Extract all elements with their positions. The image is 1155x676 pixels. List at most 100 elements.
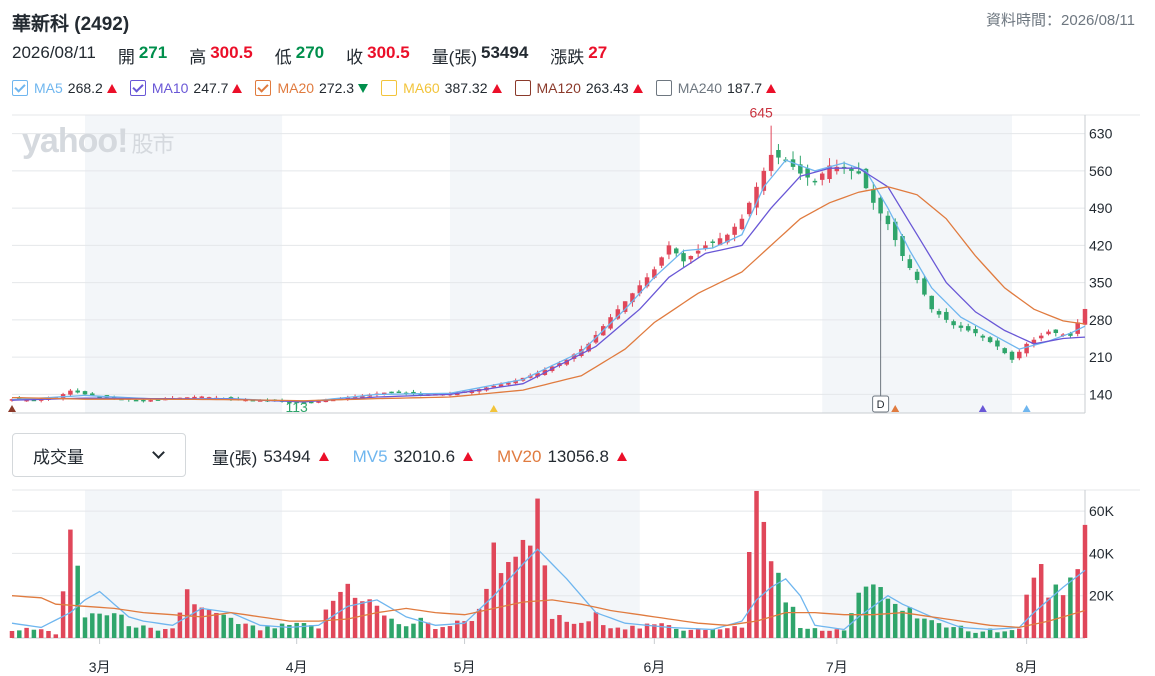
candle-body [1024,343,1029,354]
volume-bar [564,621,569,638]
volume-bar [892,603,898,638]
indicator-select[interactable]: 成交量 [12,433,186,477]
volume-bar [841,630,847,638]
candle-body [863,168,869,189]
checkbox-icon[interactable] [655,80,672,96]
volume-bar [403,626,409,638]
change-label: 漲跌 [550,48,585,67]
mv20-value: 13056.8 [547,446,609,466]
candle-body [812,180,818,183]
candle-body [68,390,73,395]
candle-body [1046,331,1051,335]
candle-body [732,226,737,235]
mv5-line [11,548,1086,631]
candle-body [615,309,621,319]
arrow-down-icon [358,83,369,93]
low-value: 270 [295,43,325,62]
candle-body [827,165,832,180]
volume-bar [732,626,737,638]
checkbox-icon[interactable] [514,80,531,96]
high-label: 高 [189,48,207,67]
candle-body [1038,335,1044,339]
volume-bar [97,613,102,638]
candle-body [184,397,190,399]
volume-bar [425,622,431,638]
volume-bar [681,630,686,638]
volume-bar [148,627,153,638]
volume-bar [38,629,44,638]
volume-bar [60,591,66,638]
candle-body [703,245,708,249]
volume-bar [345,583,351,638]
candle-body [768,154,774,171]
volume-bar [673,628,679,638]
arrow-up-icon [232,83,243,93]
volume-bar [126,626,132,638]
checkbox-checked-icon[interactable] [255,80,272,96]
volume-bar [608,628,613,638]
quote-summary: 2026/08/11 開 271 高 300.5 低 270 收 300.5 量… [12,43,611,68]
candle-body [571,354,577,359]
volume-bar [9,630,15,638]
ma-toggle-ma60[interactable]: MA60 387.32 [381,80,502,96]
candle-body [24,399,29,402]
price-tick-label: 210 [1089,349,1113,365]
ma-toggle-ma20[interactable]: MA20 272.3 [255,80,369,96]
ma-toggle-ma120[interactable]: MA120 263.43 [514,80,643,96]
candle-body [922,278,927,295]
ma-toggle-ma10[interactable]: MA10 247.7 [129,80,243,96]
candle-body [871,189,876,203]
volume-tick-label: 40K [1089,545,1115,561]
candle-body [90,393,95,396]
arrow-up-icon [318,452,329,461]
volume-bar [163,629,168,638]
checkbox-checked-icon[interactable] [129,80,146,96]
volume-bar [396,624,402,638]
checkbox-icon[interactable] [381,80,398,96]
volume-bar [484,588,489,638]
candle-body [97,396,102,398]
ma-name: MA10 [151,80,189,96]
volume-bar [221,614,226,638]
volume-bar [1046,597,1051,638]
candle-body [914,271,920,280]
event-marker-label: D [877,399,885,411]
volume-bar [652,624,657,638]
candle-body [141,399,146,402]
ma-name: MA60 [403,80,440,96]
candle-body [506,382,511,385]
candle-body [75,390,80,393]
volume-bar [710,628,715,638]
volume-bar [374,605,380,638]
candle-body [1053,329,1059,334]
candle-body [192,396,197,399]
ma-toggle-ma5[interactable]: MA5 268.2 [12,80,117,96]
volume-bar [1024,594,1029,638]
volume-bar [294,622,299,638]
volume-bar [907,607,913,638]
volume-bar [995,632,1000,638]
ma-value: 247.7 [193,80,229,96]
candle-body [418,393,424,396]
ma-value: 272.3 [319,80,355,96]
candle-body [579,349,584,356]
volume-bar [768,561,774,638]
volume-bar [265,626,270,638]
volume-bar [951,627,956,638]
volume-bar [929,620,934,638]
checkbox-checked-icon[interactable] [12,80,28,96]
ma-toggle-ma240[interactable]: MA240 187.7 [655,80,777,96]
candle-body [309,401,314,404]
candle-body [564,359,569,365]
volume-bar [1053,584,1059,638]
vol-value: 53494 [263,446,311,466]
candle-body [323,400,329,403]
volume-bar [119,614,124,638]
candle-body [739,218,745,230]
volume-bar [922,618,927,638]
volume-bar [746,551,752,638]
volume-bar [82,617,88,638]
candle-body [987,337,993,343]
volume-bar [1009,630,1015,638]
candle-body [82,391,88,395]
